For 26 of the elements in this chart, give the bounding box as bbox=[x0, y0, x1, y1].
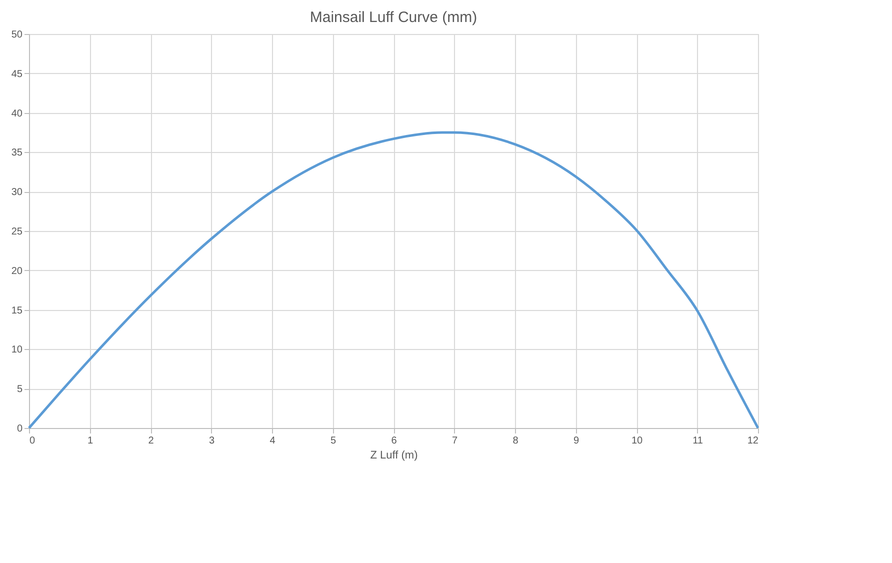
chart-title: Mainsail Luff Curve (mm) bbox=[310, 9, 478, 26]
x-tick-label: 11 bbox=[692, 436, 704, 446]
y-tick-label: 40 bbox=[11, 108, 23, 120]
y-tick-label: 50 bbox=[11, 30, 23, 40]
y-tick-label: 0 bbox=[16, 424, 23, 434]
x-tick-label: 6 bbox=[391, 436, 398, 446]
x-tick-label: 2 bbox=[148, 436, 154, 446]
x-tick-label: 8 bbox=[512, 436, 519, 446]
x-tick-label: 1 bbox=[87, 436, 94, 446]
y-tick-label: 15 bbox=[11, 305, 23, 316]
y-tick-label: 25 bbox=[11, 226, 23, 238]
y-tick-label: 45 bbox=[11, 68, 23, 80]
y-tick-label: 10 bbox=[11, 344, 23, 356]
x-tick-label: 3 bbox=[208, 436, 215, 446]
x-tick-label: 5 bbox=[330, 436, 336, 446]
y-tick-label: 20 bbox=[11, 266, 23, 277]
x-axis-title: Z Luff (m) bbox=[370, 450, 418, 462]
y-tick-label: 5 bbox=[16, 384, 23, 396]
x-tick-label: 12 bbox=[747, 436, 759, 446]
x-tick-label: 10 bbox=[631, 436, 643, 446]
x-tick-label: 0 bbox=[30, 436, 36, 446]
y-tick-label: 35 bbox=[11, 148, 23, 159]
x-tick-label: 9 bbox=[573, 436, 580, 446]
x-tick-label: 7 bbox=[452, 436, 458, 446]
x-tick-label: 4 bbox=[270, 436, 276, 446]
y-tick-label: 30 bbox=[11, 187, 23, 198]
